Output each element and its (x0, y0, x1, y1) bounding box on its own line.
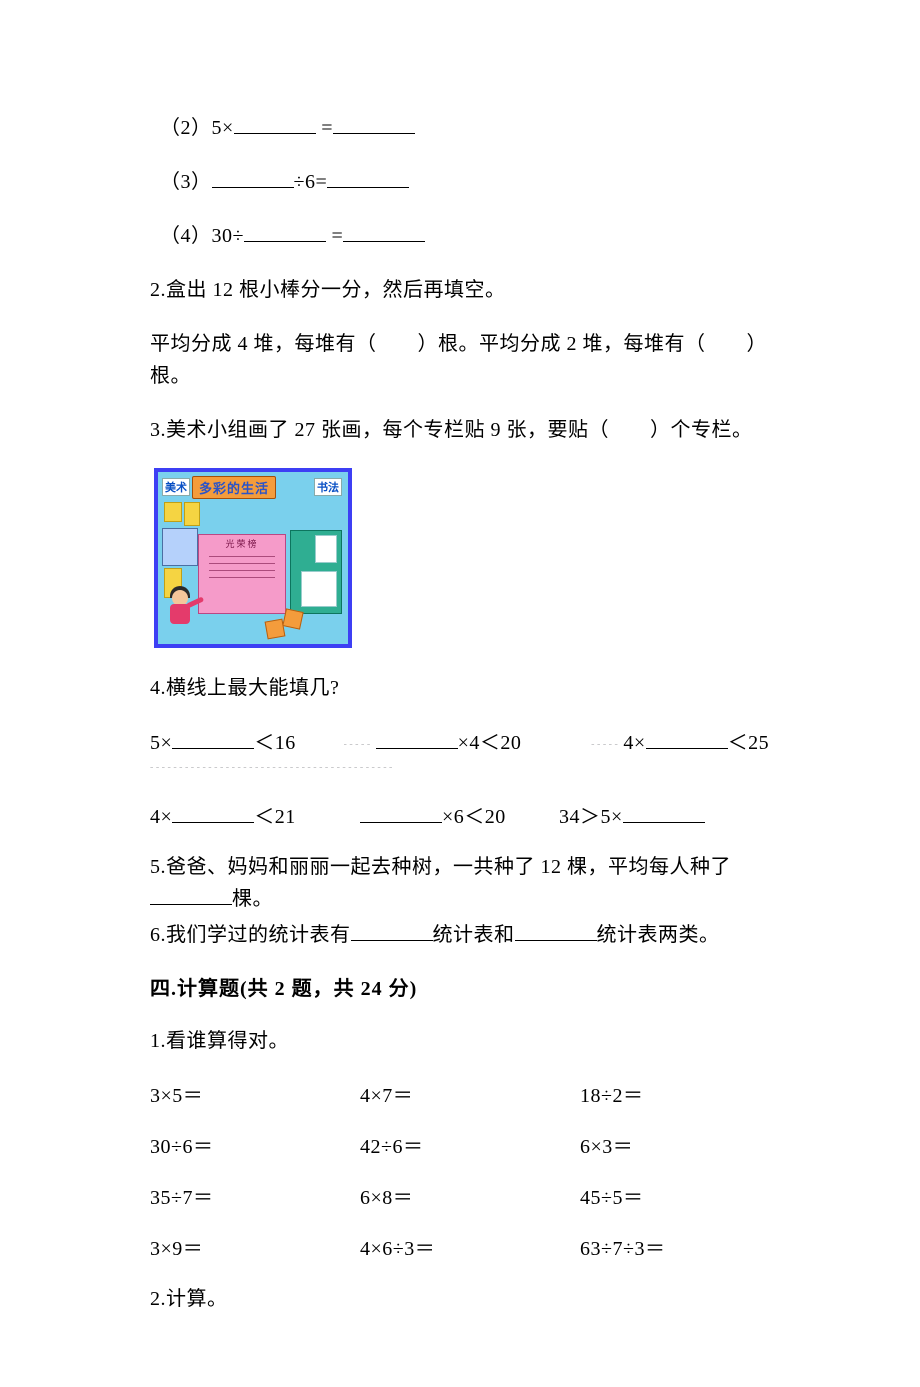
q4-text: 4× (623, 732, 645, 754)
label-art: 美术 (162, 478, 190, 496)
calc2-title: 2.计算。 (150, 1283, 790, 1315)
q1-sub2: （2）5× = (150, 112, 790, 144)
q6: 6.我们学过的统计表有 统计表和 统计表两类。 (150, 919, 790, 951)
calc-cell: 3×5＝ (150, 1079, 360, 1108)
paper-icon (315, 535, 337, 563)
q4-text: 34＞5× (559, 806, 623, 828)
calc-cell: 35÷7＝ (150, 1181, 360, 1210)
calc-cell: 4×6÷3＝ (360, 1232, 580, 1261)
blank (376, 728, 458, 749)
q3-text: 3.美术小组画了 27 张画，每个专栏贴 9 张，要贴（ ）个专栏。 (150, 414, 790, 446)
calc-cell: 3×9＝ (150, 1232, 360, 1261)
tile (162, 528, 198, 566)
q4-text: ×4＜20 (458, 732, 522, 754)
q4-text: 5× (150, 732, 172, 754)
dashes: - - - - - (344, 739, 371, 749)
paper-icon (301, 571, 337, 607)
calc-cell: 45÷5＝ (580, 1181, 790, 1210)
blank (150, 884, 232, 905)
blank (234, 113, 316, 134)
q1-sub2-equals: = (316, 117, 333, 139)
q1-sub3: （3） ÷6= (150, 166, 790, 198)
q4-text: 4× (150, 806, 172, 828)
q1-sub4-prefix: （4）30÷ (160, 225, 244, 247)
q5-post: 棵。 (232, 888, 273, 910)
blank (172, 728, 254, 749)
dashes: - - - - - - - - - - - - - - - - - - - - … (150, 762, 392, 772)
dashes: - - - - - (591, 739, 618, 749)
q4-row: 5× ＜16 - - - - - ×4＜20 - - - - - 4× ＜25 - … (150, 726, 790, 778)
label-calligraphy: 书法 (314, 478, 342, 496)
blank (333, 113, 415, 134)
q1-sub4: （4）30÷ = (150, 220, 790, 252)
calc1-grid: 3×5＝4×7＝18÷2＝ 30÷6＝42÷6＝6×3＝ 35÷7＝6×8＝45÷5… (150, 1079, 790, 1261)
bulletin-board-illustration: 美术 多彩的生活 书法 光荣榜 (154, 468, 352, 648)
blank (623, 802, 705, 823)
calc-cell: 63÷7÷3＝ (580, 1232, 790, 1261)
blank (327, 167, 409, 188)
calc1-title: 1.看谁算得对。 (150, 1025, 790, 1057)
calc-cell: 18÷2＝ (580, 1079, 790, 1108)
pink-panel-title: 光荣榜 (199, 537, 285, 550)
calc-cell: 4×7＝ (360, 1079, 580, 1108)
blank (646, 728, 728, 749)
blank (515, 920, 597, 941)
q1-sub2-prefix: （2）5× (160, 117, 234, 139)
blank (360, 802, 442, 823)
tile (265, 619, 286, 640)
section-4-title: 四.计算题(共 2 题，共 24 分) (150, 973, 790, 1005)
q4-text: ×6＜20 (442, 806, 506, 828)
q1-sub3-prefix: （3） (160, 171, 212, 193)
q1-sub3-div: ÷6= (294, 171, 328, 193)
blank (212, 167, 294, 188)
q5-pre: 5.爸爸、妈妈和丽丽一起去种树，一共种了 12 棵，平均每人种了 (150, 856, 731, 878)
q4-grid: 5× ＜16 - - - - - ×4＜20 - - - - - 4× ＜25 - … (150, 726, 790, 829)
blank (351, 920, 433, 941)
blank (343, 221, 425, 242)
q4-title: 4.横线上最大能填几? (150, 672, 790, 704)
tile (282, 608, 303, 629)
q6-post: 统计表两类。 (597, 924, 720, 946)
tile (164, 502, 182, 522)
green-panel (290, 530, 342, 614)
q2b-text: 平均分成 4 堆，每堆有（ ）根。平均分成 2 堆，每堆有（ ）根。 (150, 328, 790, 392)
pink-panel: 光荣榜 (198, 534, 286, 614)
q1-sub4-equals: = (326, 225, 343, 247)
q4-row: 4× ＜21 ×6＜20 34＞5× (150, 800, 790, 829)
q4-text: ＜16 (254, 732, 296, 754)
q2-text: 2.盒出 12 根小棒分一分，然后再填空。 (150, 274, 790, 306)
illus-banner: 多彩的生活 (192, 476, 276, 499)
calc-cell: 42÷6＝ (360, 1130, 580, 1159)
calc-cell: 30÷6＝ (150, 1130, 360, 1159)
q4-text: ＜21 (254, 806, 296, 828)
blank (244, 221, 326, 242)
child-illustration (160, 586, 200, 642)
q6-pre: 6.我们学过的统计表有 (150, 924, 351, 946)
calc-cell: 6×8＝ (360, 1181, 580, 1210)
blank (172, 802, 254, 823)
q4-text: ＜25 (728, 732, 770, 754)
tile (184, 502, 200, 526)
q6-mid: 统计表和 (433, 924, 515, 946)
calc-cell: 6×3＝ (580, 1130, 790, 1159)
q5: 5.爸爸、妈妈和丽丽一起去种树，一共种了 12 棵，平均每人种了棵。 (150, 851, 790, 915)
